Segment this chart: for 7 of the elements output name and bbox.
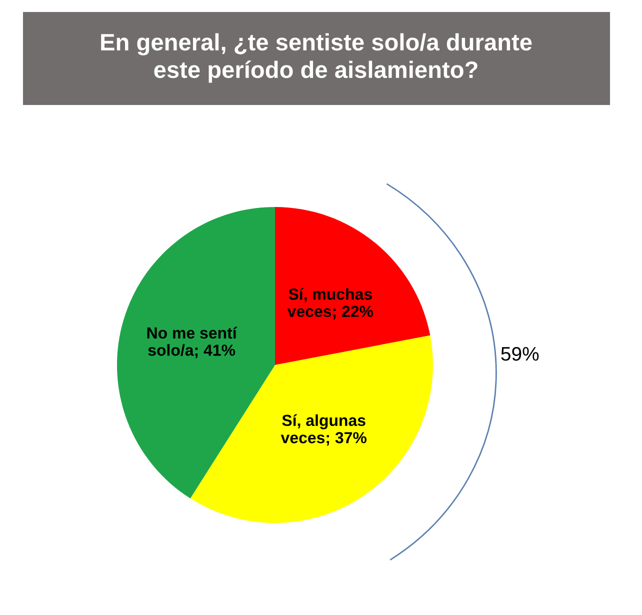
- slice-label: Sí, algunas veces; 37%: [280, 414, 366, 446]
- chart-title: En general, ¿te sentiste solo/a durante este período de aislamiento?: [101, 33, 532, 83]
- slice-label: No me sentí solo/a; 41%: [147, 326, 238, 358]
- pie-slice: [117, 207, 275, 498]
- pie-slice: [275, 207, 430, 365]
- text: 59%: [501, 346, 539, 361]
- slice-label: Sí, muchas veces; 22%: [287, 288, 374, 320]
